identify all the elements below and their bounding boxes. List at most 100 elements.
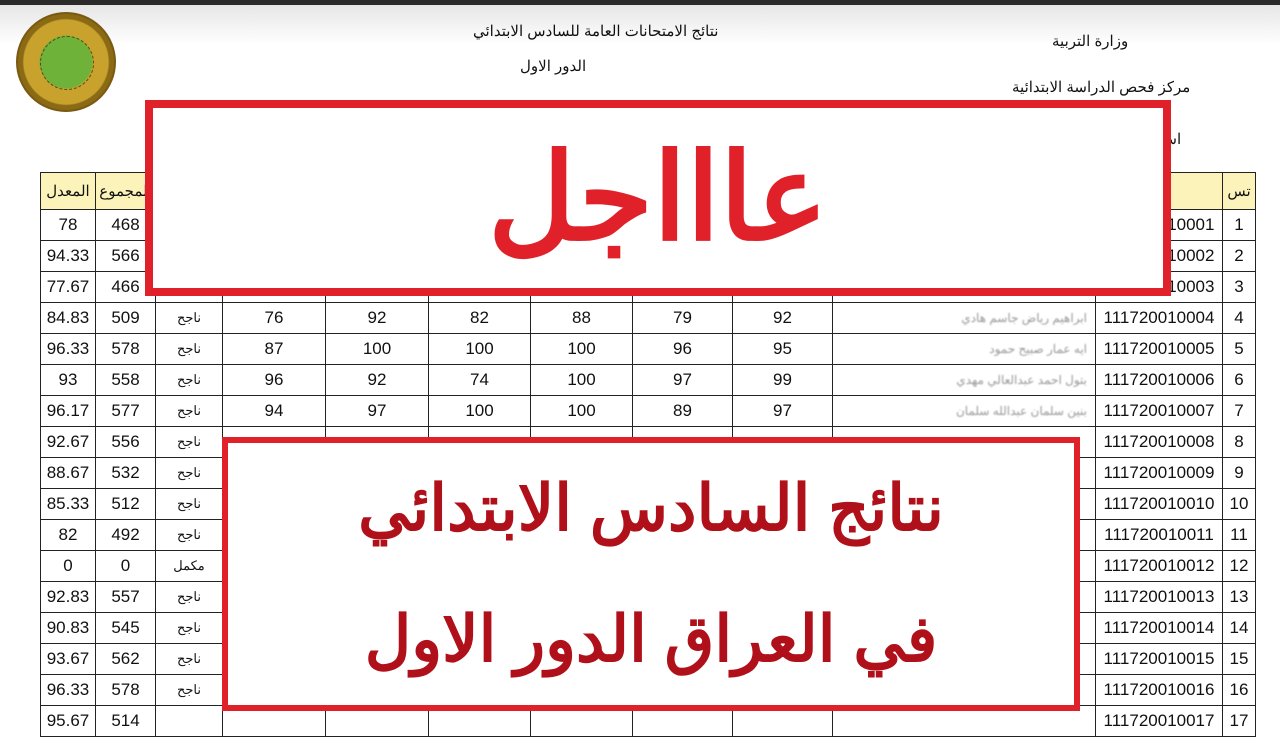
- cell-seq: 17: [1222, 705, 1256, 737]
- urgent-text: عاااجل: [488, 130, 832, 265]
- cell-total: 578: [95, 674, 156, 706]
- cell-average: 78: [40, 209, 96, 241]
- header-shade: [0, 5, 1280, 45]
- cell-seq: 6: [1222, 364, 1256, 396]
- cell-status: ناجح: [155, 519, 223, 551]
- header-average: المعدل: [40, 172, 96, 210]
- cell-seq: 5: [1222, 333, 1256, 365]
- table-row: 84.83 509 ناجح 76 92 82 88 79 92 ابراهيم رياض جاس…: [40, 302, 1256, 334]
- cell-status: ناجح: [155, 333, 223, 365]
- table-row: 93 558 ناجح 96 92 74 100 97 99 بتول احمد عبدالعال…: [40, 364, 1256, 396]
- cell-average: 95.67: [40, 705, 96, 737]
- header-seq: تس: [1222, 172, 1256, 210]
- cell-total: 512: [95, 488, 156, 520]
- cell-id: 111720010005: [1095, 333, 1223, 365]
- cell-total: 558: [95, 364, 156, 396]
- cell-status: ناجح: [155, 612, 223, 644]
- cell-score: 96: [632, 333, 733, 365]
- cell-id: 111720010013: [1095, 581, 1223, 613]
- cell-status: ناجح: [155, 302, 223, 334]
- cell-status: ناجح: [155, 457, 223, 489]
- cell-total: 578: [95, 333, 156, 365]
- headline-line-2: في العراق الدور الاول: [364, 603, 938, 675]
- cell-average: 92.83: [40, 581, 96, 613]
- cell-score: 100: [325, 333, 429, 365]
- table-row: 96.33 578 ناجح 87 100 100 100 96 95 ايه عمار صبيح…: [40, 333, 1256, 365]
- cell-average: 96.17: [40, 395, 96, 427]
- top-bar: [0, 0, 1280, 5]
- cell-status: ناجح: [155, 364, 223, 396]
- cell-id: 111720010010: [1095, 488, 1223, 520]
- cell-status: ناجح: [155, 643, 223, 675]
- cell-score: 88: [530, 302, 633, 334]
- cell-score: 100: [530, 395, 633, 427]
- document-round: الدور الاول: [520, 58, 587, 75]
- cell-seq: 8: [1222, 426, 1256, 458]
- cell-total: 556: [95, 426, 156, 458]
- cell-score: 99: [732, 364, 833, 396]
- cell-score: 82: [428, 302, 531, 334]
- cell-status: ناجح: [155, 674, 223, 706]
- cell-status: [155, 705, 223, 737]
- cell-id: 111720010012: [1095, 550, 1223, 582]
- cell-score: 74: [428, 364, 531, 396]
- cell-seq: 10: [1222, 488, 1256, 520]
- cell-score: 100: [428, 395, 531, 427]
- cell-id: 111720010015: [1095, 643, 1223, 675]
- cell-total: 514: [95, 705, 156, 737]
- cell-score: 89: [632, 395, 733, 427]
- cell-total: 492: [95, 519, 156, 551]
- document-title: نتائج الامتحانات العامة للسادس الابتدائي: [473, 23, 719, 40]
- cell-seq: 9: [1222, 457, 1256, 489]
- cell-average: 0: [40, 550, 96, 582]
- cell-score: 96: [222, 364, 326, 396]
- cell-seq: 12: [1222, 550, 1256, 582]
- cell-average: 93: [40, 364, 96, 396]
- ministry-name: وزارة التربية: [1052, 33, 1129, 50]
- cell-total: 557: [95, 581, 156, 613]
- cell-total: 577: [95, 395, 156, 427]
- cell-status: ناجح: [155, 488, 223, 520]
- cell-average: 85.33: [40, 488, 96, 520]
- cell-id: 111720010014: [1095, 612, 1223, 644]
- cell-total: 0: [95, 550, 156, 582]
- cell-total: 545: [95, 612, 156, 644]
- cell-seq: 4: [1222, 302, 1256, 334]
- cell-id: 111720010011: [1095, 519, 1223, 551]
- cell-score: 97: [325, 395, 429, 427]
- ministry-logo: [16, 12, 116, 112]
- headline-banner: نتائج السادس الابتدائي في العراق الدور ا…: [222, 437, 1080, 711]
- cell-total: 532: [95, 457, 156, 489]
- cell-seq: 7: [1222, 395, 1256, 427]
- cell-average: 88.67: [40, 457, 96, 489]
- cell-name: ايه عمار صبيح حمود: [832, 333, 1096, 365]
- cell-score: 100: [428, 333, 531, 365]
- cell-id: 111720010009: [1095, 457, 1223, 489]
- cell-average: 82: [40, 519, 96, 551]
- cell-score: 92: [732, 302, 833, 334]
- cell-average: 94.33: [40, 240, 96, 272]
- cell-status: ناجح: [155, 581, 223, 613]
- cell-score: 92: [325, 302, 429, 334]
- cell-id: 111720010006: [1095, 364, 1223, 396]
- cell-name: بتول احمد عبدالعالي مهدي: [832, 364, 1096, 396]
- cell-seq: 15: [1222, 643, 1256, 675]
- table-row: 96.17 577 ناجح 94 97 100 100 89 97 بنين سلمان عبد…: [40, 395, 1256, 427]
- cell-id: 111720010017: [1095, 705, 1223, 737]
- cell-seq: 1: [1222, 209, 1256, 241]
- cell-score: 76: [222, 302, 326, 334]
- cell-score: 97: [732, 395, 833, 427]
- cell-seq: 16: [1222, 674, 1256, 706]
- cell-id: 111720010008: [1095, 426, 1223, 458]
- cell-score: 79: [632, 302, 733, 334]
- cell-average: 92.67: [40, 426, 96, 458]
- cell-id: 111720010004: [1095, 302, 1223, 334]
- cell-seq: 3: [1222, 271, 1256, 303]
- cell-average: 90.83: [40, 612, 96, 644]
- cell-total: 509: [95, 302, 156, 334]
- cell-average: 77.67: [40, 271, 96, 303]
- cell-seq: 2: [1222, 240, 1256, 272]
- urgent-banner: عاااجل: [145, 100, 1171, 296]
- center-name: مركز فحص الدراسة الابتدائية: [1012, 79, 1191, 96]
- headline-line-1: نتائج السادس الابتدائي: [358, 472, 944, 544]
